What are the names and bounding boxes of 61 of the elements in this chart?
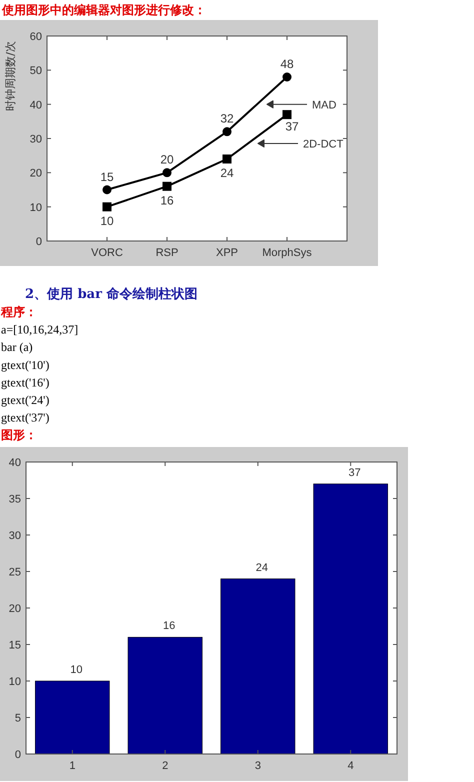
y-tick-label: 30 (8, 530, 21, 542)
text: gtext('16') (1, 375, 50, 390)
text: 图形： (1, 428, 37, 442)
point (102, 185, 112, 194)
y-tick-label: 30 (30, 134, 42, 146)
text: gtext('37') (1, 410, 50, 425)
text: 程序： (0, 305, 37, 319)
y-axis-title: 时钟周期数/次 (4, 41, 17, 111)
data-label: 15 (100, 170, 114, 184)
data-label: 10 (100, 214, 114, 228)
x-tick-label: VORC (91, 247, 123, 259)
x-tick-label: 1 (69, 760, 76, 772)
data-label: 32 (220, 112, 234, 126)
data-label: 48 (280, 57, 294, 71)
x-tick-label: 2 (162, 760, 168, 772)
bar (313, 484, 388, 754)
y-tick-label: 15 (8, 640, 21, 652)
y-tick-label: 0 (36, 236, 42, 248)
data-label: 24 (220, 166, 234, 180)
point (162, 168, 172, 178)
chart-title: 2、使用 bar 命令绘制柱状图 (25, 287, 198, 302)
data-label: 24 (256, 562, 268, 574)
y-tick-label: 50 (30, 65, 42, 78)
y-tick-label: 40 (30, 99, 42, 112)
x-tick-label: MorphSys (262, 247, 312, 259)
point (222, 154, 232, 164)
bar (220, 578, 296, 754)
data-label: 16 (163, 620, 176, 632)
point (102, 202, 112, 212)
x-tick-label: 3 (254, 760, 261, 772)
text: a=[10,16,24,37] (1, 322, 78, 337)
text: bar (a) (1, 340, 33, 354)
data-label: 10 (70, 664, 82, 676)
bar (128, 636, 202, 754)
x-tick-label: RSP (156, 247, 178, 259)
y-tick-label: 20 (8, 603, 21, 615)
y-tick-label: 25 (8, 566, 21, 578)
bar (35, 680, 110, 754)
chart-title: 使用图形中的编辑器对图形进行修改： (1, 3, 206, 17)
y-tick-label: 10 (30, 202, 42, 214)
y-tick-label: 5 (14, 712, 21, 724)
x-tick-label: 4 (348, 760, 354, 772)
y-tick-label: 20 (30, 168, 42, 180)
text: gtext('10') (1, 358, 50, 372)
y-tick-label: 60 (30, 31, 42, 43)
text: 2D-DCT (303, 138, 344, 150)
y-tick-label: 40 (8, 457, 21, 469)
text: MAD (312, 99, 336, 112)
point (222, 127, 232, 136)
text: gtext('24') (1, 393, 50, 407)
data-label: 16 (160, 193, 174, 208)
data-label: 37 (348, 466, 361, 479)
data-label: 37 (285, 120, 299, 134)
y-tick-label: 35 (8, 494, 21, 506)
point (282, 110, 292, 120)
y-tick-label: 10 (8, 676, 21, 688)
point (282, 72, 292, 82)
x-tick-label: XPP (216, 247, 238, 259)
point (162, 182, 172, 191)
y-tick-label: 0 (14, 749, 21, 761)
data-label: 20 (160, 152, 174, 167)
